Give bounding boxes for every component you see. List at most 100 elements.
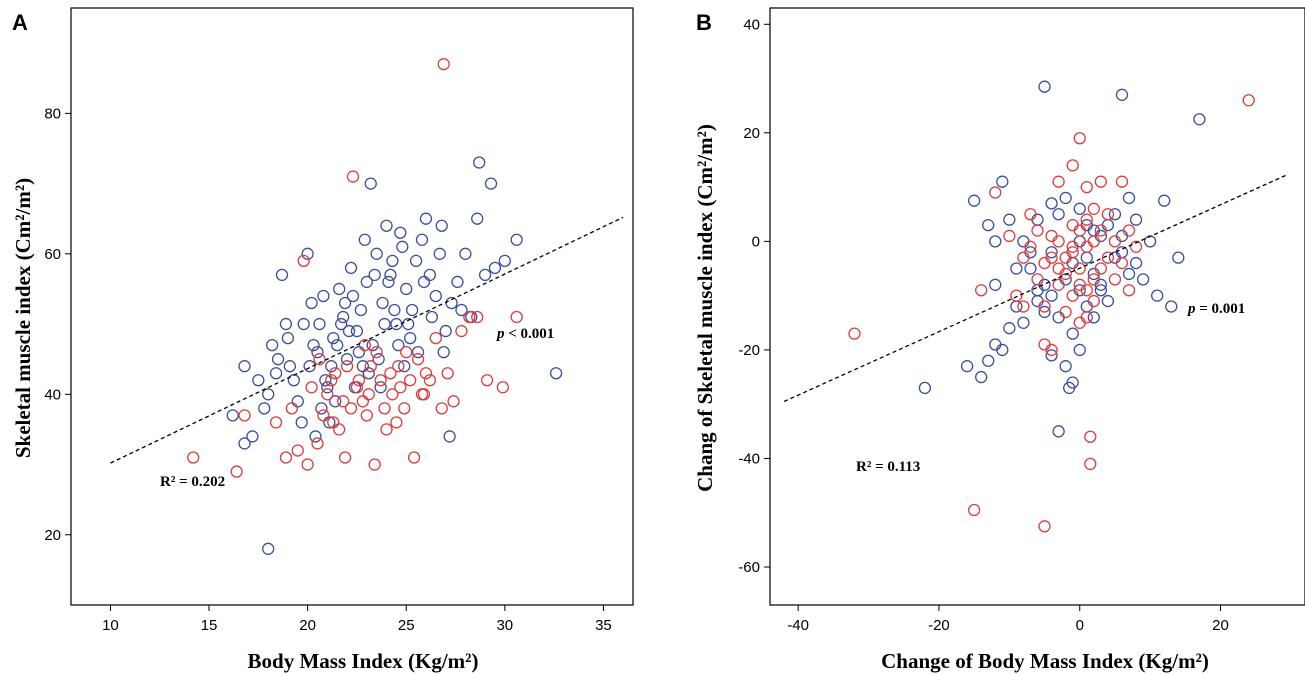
- panel-b-series-1-point: [1038, 278, 1051, 291]
- panel-a-series-2-point: [411, 353, 425, 366]
- panel-a-series-1-point: [366, 338, 379, 352]
- panel-a-x-tick-label: 15: [201, 617, 218, 634]
- panel-b-series-1-point: [1165, 300, 1178, 313]
- panel-b-y-tick-label: -60: [738, 559, 760, 576]
- panel-a-series-1-point: [354, 303, 368, 317]
- panel-a-series-2-point: [437, 58, 450, 71]
- panel-a-series-1-point: [404, 331, 417, 345]
- panel-a-series-1-point: [455, 303, 468, 317]
- panel-a-series-1-point: [386, 254, 399, 267]
- panel-a-series-2-point: [480, 374, 494, 387]
- panel-b-series-1-point: [1172, 251, 1185, 264]
- panel-b-series-2-point: [1066, 159, 1079, 172]
- panel-a-series-2-point: [370, 346, 383, 359]
- panel-b-series-2-point: [1084, 430, 1097, 443]
- panel-b-series-1-point: [1108, 208, 1122, 221]
- panel-b-series-1-point: [1066, 376, 1079, 389]
- panel-b-series-1-point: [1038, 80, 1051, 93]
- panel-a-series-1-point: [342, 324, 356, 338]
- panel-a-series-1-point: [362, 367, 375, 380]
- panel-a-series-1-point: [226, 409, 239, 422]
- panel-b-series-2-point: [1017, 300, 1030, 313]
- panel-b-series-2-point: [1045, 229, 1058, 243]
- panel-a-series-2-point: [364, 360, 377, 373]
- panel-b-scatter-plot: Change of Body Mass Index (Kg/m²) Chang …: [693, 7, 1305, 673]
- panel-a-series-2-point: [390, 416, 403, 429]
- panel-a-series-2-point: [329, 367, 342, 380]
- panel-a-y-axis-title: Skeletal muscle index (Cm²/m²): [11, 178, 35, 458]
- panel-a-series-2-point: [340, 360, 354, 373]
- panel-a-p-symbol: p: [495, 326, 505, 342]
- panel-a-series-1-point: [283, 360, 297, 373]
- panel-b-series-1-point: [989, 278, 1002, 291]
- panel-a-series-1-point: [297, 317, 310, 331]
- panel-a-series-2-point: [325, 374, 338, 387]
- panel-b-series-2-point: [1038, 300, 1051, 313]
- panel-a-series-1-point: [368, 268, 381, 282]
- panel-a-series-1-point: [309, 430, 322, 443]
- panel-b-series-2-point: [1052, 278, 1065, 291]
- panel-b-series-1-point: [1052, 425, 1065, 438]
- panel-a-series-1-point: [473, 156, 486, 169]
- panel-b-series-2-point: [1066, 218, 1079, 232]
- panel-b-series-2-point: [1024, 208, 1037, 221]
- panel-b-series-2-point: [1038, 338, 1051, 351]
- panel-a-series-2-point: [362, 388, 375, 401]
- panel-b-series-2-point: [975, 284, 988, 297]
- panel-a-series-2-point: [368, 458, 381, 471]
- panel-b-series-1-point: [1052, 208, 1065, 221]
- panel-a-series-1-point: [388, 303, 401, 317]
- panel-b-series-1-point: [1151, 289, 1164, 302]
- panel-b-series-1-point: [982, 354, 995, 367]
- panel-a-series-2-point: [510, 310, 523, 324]
- panel-b-series-1-point: [1066, 256, 1079, 270]
- panel-a-series-2-point: [400, 346, 413, 359]
- panel-b-y-tick-label: -20: [738, 342, 760, 359]
- panel-a-series-1-point: [315, 402, 328, 415]
- panel-a-series-1-point: [433, 247, 446, 260]
- panel-a-series-2-point: [374, 374, 387, 387]
- panel-b-series-1-point: [1024, 262, 1037, 275]
- panel-a-series-1-point: [411, 346, 425, 359]
- panel-b-series-2-point: [1066, 289, 1079, 302]
- panel-a-series-1-point: [471, 212, 484, 225]
- panel-a-series-1-point: [370, 247, 383, 260]
- panel-b-x-axis-title: Change of Body Mass Index (Kg/m²): [881, 649, 1209, 673]
- panel-b-series-1-point: [1143, 235, 1157, 248]
- panel-b-series-1-point: [1101, 294, 1115, 308]
- panel-a-series-1-point: [333, 282, 346, 296]
- panel-a-series-2-point: [350, 381, 364, 394]
- panel-a-series-2-point: [333, 423, 346, 436]
- panel-a-series-1-point: [269, 367, 283, 380]
- panel-b-series-1-point: [1017, 235, 1030, 248]
- panel-a-series-2-point: [313, 353, 326, 366]
- panel-a-series-2-point: [346, 170, 360, 183]
- panel-a-series-1-point: [265, 338, 279, 352]
- panel-b-series-1-point: [1052, 311, 1065, 324]
- panel-a-series-1-point: [262, 388, 275, 401]
- panel-b-series-1-point: [1031, 213, 1044, 226]
- panel-a-series-1-point: [271, 353, 285, 366]
- panel-b-series-2-point: [1066, 240, 1079, 253]
- panel-a-series-2-point: [407, 451, 421, 464]
- panel-a-series-1-point: [360, 275, 373, 289]
- panel-a-series-2-point: [356, 395, 369, 408]
- panel-a-series-1-point: [484, 177, 498, 190]
- panel-a-series-1-point: [402, 317, 415, 331]
- panel-b-series-1-point: [1003, 322, 1016, 335]
- panel-b-series-2-point: [1242, 94, 1255, 107]
- panel-b-series-1-point: [975, 370, 988, 384]
- panel-a-series-1-point: [252, 374, 265, 387]
- panel-b-series-1-point: [1031, 284, 1044, 297]
- panel-a-series-1-point: [350, 324, 364, 338]
- panel-a-series-1-point: [319, 374, 332, 387]
- panel-a-series-2-point: [360, 409, 373, 422]
- panel-b-x-tick-label: 0: [1076, 617, 1084, 634]
- panel-a-series-2-point: [378, 402, 391, 415]
- panel-b-series-2-point: [1115, 175, 1129, 188]
- panel-b-series-1-point: [1031, 294, 1044, 308]
- panel-b-series-1-point: [1122, 191, 1136, 205]
- panel-b-series-1-point: [996, 343, 1009, 357]
- panel-a-series-1-point: [331, 338, 344, 352]
- panel-a-series-2-point: [352, 374, 366, 387]
